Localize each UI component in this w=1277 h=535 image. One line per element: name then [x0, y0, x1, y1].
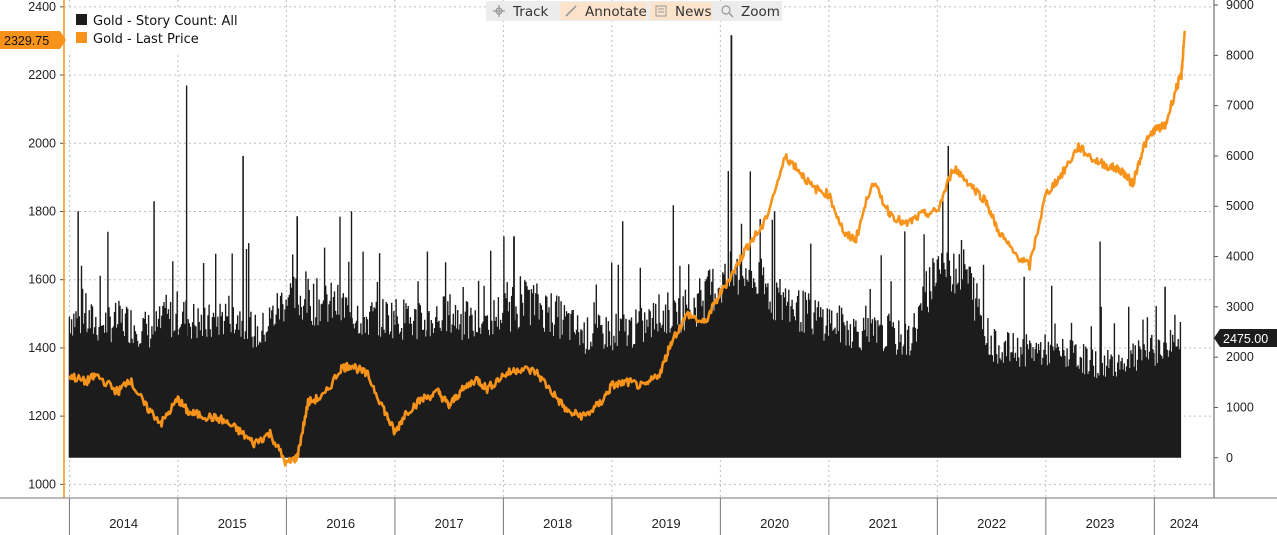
news-frame: [655, 5, 667, 17]
magnifier-lens: [721, 5, 731, 15]
last-price-badge-bg: [0, 31, 60, 49]
pencil-icon: [565, 5, 577, 17]
toolbar-button-annotate[interactable]: Annotate: [560, 2, 647, 20]
right-tick-label: 9000: [1226, 0, 1254, 12]
toolbar-button-label: Zoom: [741, 4, 780, 20]
pencil-shape: [565, 5, 577, 17]
news-icon: [655, 5, 667, 17]
toolbar-button-label: Annotate: [585, 4, 647, 20]
right-tick-label: 8000: [1226, 48, 1254, 62]
last-count-badge: 2475.00: [1214, 329, 1277, 347]
right-tick-label: 7000: [1226, 99, 1254, 113]
right-tick-label: 2000: [1226, 350, 1254, 364]
last-price-badge: 2329.75: [0, 31, 66, 49]
year-label: 2021: [869, 516, 898, 531]
year-label: 2015: [218, 516, 247, 531]
year-label: 2018: [543, 516, 572, 531]
magnifier-handle: [728, 12, 734, 18]
last-price-badge-label: 2329.75: [4, 34, 49, 48]
gold-last-price-line: [68, 30, 1186, 467]
right-tick-label: 6000: [1226, 149, 1254, 163]
chart-toolbar: Track Annotate News Zoom: [486, 1, 782, 21]
toolbar-button-bg: [560, 2, 646, 20]
year-label: 2024: [1170, 516, 1199, 531]
magnifier-icon: [721, 5, 734, 18]
story-count-bar: [68, 35, 1182, 458]
year-label: 2023: [1086, 516, 1115, 531]
last-count-badge-arrow: [1214, 329, 1220, 347]
year-label: 2017: [435, 516, 464, 531]
legend-background: [68, 8, 252, 52]
left-tick-label: 2200: [28, 68, 56, 82]
news-lines: [658, 8, 664, 13]
story-count-bars: [68, 35, 1182, 458]
legend-label-story-count: Gold - Story Count: All: [93, 14, 238, 29]
left-tick-label: 1400: [28, 341, 56, 355]
right-tick-label: 4000: [1226, 250, 1254, 264]
left-tick-label: 2400: [28, 0, 56, 14]
crosshair-icon: [493, 5, 505, 17]
right-tick-label: 3000: [1226, 300, 1254, 314]
right-tick-label: 0: [1226, 451, 1233, 465]
year-label: 2014: [109, 516, 138, 531]
last-count-badge-bg: [1220, 329, 1277, 347]
crosshair-lines: [493, 5, 505, 17]
last-count-badge-label: 2475.00: [1223, 332, 1268, 346]
toolbar-button-label: Track: [512, 4, 549, 20]
left-tick-label: 2000: [28, 136, 56, 150]
legend-swatch-story-count: [76, 14, 87, 25]
price-line-layer: [68, 30, 1186, 467]
year-label: 2022: [977, 516, 1006, 531]
last-price-badge-arrow: [60, 31, 66, 49]
year-label: 2016: [326, 516, 355, 531]
year-label: 2020: [760, 516, 789, 531]
toolbar-button-label: News: [675, 4, 711, 20]
right-tick-label: 5000: [1226, 199, 1254, 213]
toolbar-button-track[interactable]: Track: [488, 2, 556, 20]
year-label: 2019: [652, 516, 681, 531]
legend-swatch-last-price: [76, 32, 87, 43]
toolbar-button-news[interactable]: News: [650, 2, 712, 20]
toolbar-button-zoom[interactable]: Zoom: [716, 2, 780, 20]
legend-label-last-price: Gold - Last Price: [93, 32, 199, 47]
legend: Gold - Story Count: All Gold - Last Pric…: [68, 8, 252, 52]
left-tick-label: 1000: [28, 477, 56, 491]
left-tick-label: 1600: [28, 273, 56, 287]
right-tick-label: 1000: [1226, 400, 1254, 414]
left-tick-label: 1200: [28, 409, 56, 423]
toolbar-button-bg: [488, 2, 556, 20]
left-tick-label: 1800: [28, 204, 56, 218]
